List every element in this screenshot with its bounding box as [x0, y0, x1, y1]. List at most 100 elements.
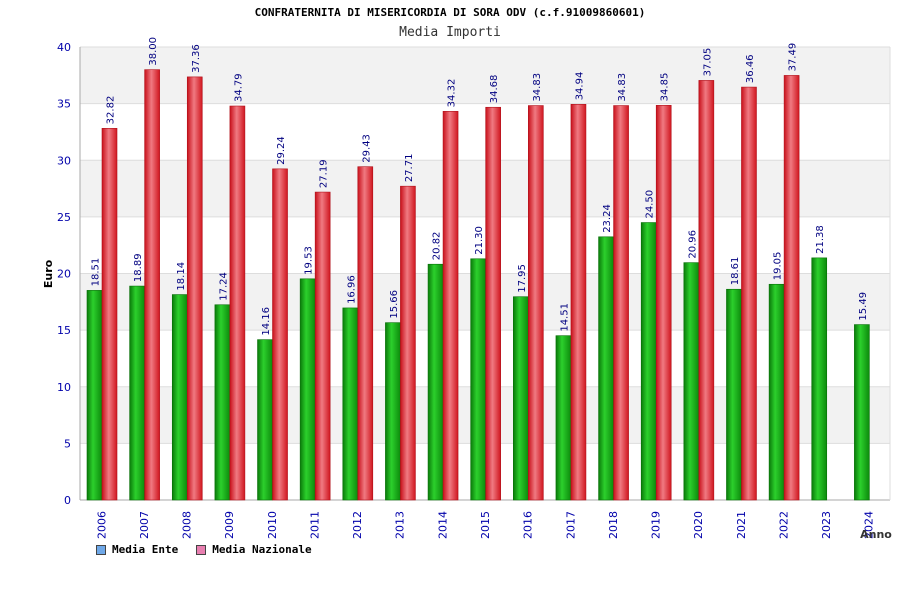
bar-media-ente[interactable] [854, 324, 870, 501]
data-label: 37.36 [191, 44, 202, 73]
x-tick-labels: 2006 2007 2008 2009 2010 2011 2012 2013 2014 2015… [95, 511, 875, 539]
bar-media-ente[interactable] [683, 262, 700, 501]
y-tick-label: 5 [64, 437, 71, 450]
bar-media-ente[interactable] [427, 263, 444, 501]
bar-media-nazionale[interactable] [357, 166, 374, 501]
data-label: 14.16 [261, 307, 272, 336]
x-tick-label: 2012 [351, 511, 364, 539]
y-tick-label: 30 [57, 154, 71, 167]
bar-media-ente[interactable] [726, 288, 742, 501]
y-tick-labels: 0 5 10 15 20 25 30 35 40 [57, 41, 71, 507]
data-label: 27.19 [319, 159, 330, 188]
data-label: 27.71 [404, 154, 415, 183]
data-label: 17.95 [517, 264, 528, 293]
data-label: 34.68 [489, 75, 500, 104]
y-tick-label: 25 [57, 211, 71, 224]
x-tick-label: 2008 [181, 511, 194, 539]
bar-media-nazionale[interactable] [314, 191, 331, 501]
data-label: 37.05 [702, 48, 713, 77]
bar-media-nazionale[interactable] [400, 185, 416, 501]
bar-media-nazionale[interactable] [783, 75, 800, 501]
x-tick-label: 2006 [95, 511, 108, 539]
x-tick-label: 2018 [607, 511, 620, 539]
data-label: 21.30 [474, 226, 485, 255]
bar-media-nazionale[interactable] [229, 105, 246, 501]
bar-media-ente[interactable] [342, 307, 359, 501]
bar-media-nazionale[interactable] [655, 105, 672, 501]
data-label: 18.14 [176, 262, 187, 291]
bar-media-ente[interactable] [129, 285, 145, 501]
bar-media-nazionale[interactable] [186, 76, 203, 501]
x-tick-label: 2009 [223, 511, 236, 539]
bar-media-ente[interactable] [385, 322, 401, 501]
x-tick-label: 2011 [308, 511, 321, 539]
data-label: 34.94 [574, 72, 585, 101]
data-labels: 18.51 18.89 18.14 17.24 14.16 19.53 16.96 15.66… [91, 37, 869, 336]
bar-media-nazionale[interactable] [698, 80, 715, 501]
bar-media-nazionale[interactable] [613, 105, 629, 501]
bar-media-nazionale[interactable] [741, 86, 757, 501]
legend-swatch-nazionale [196, 544, 207, 555]
bar-media-ente[interactable] [768, 283, 785, 501]
x-tick-label: 2024 [863, 511, 876, 539]
data-label: 34.79 [233, 73, 244, 102]
y-tick-label: 0 [64, 494, 71, 507]
data-label: 32.82 [106, 96, 117, 125]
data-label: 18.61 [730, 257, 741, 286]
legend-item-nazionale[interactable]: Media Nazionale [196, 543, 312, 556]
x-tick-label: 2014 [436, 511, 449, 539]
bar-media-ente[interactable] [811, 257, 828, 501]
data-label: 16.96 [346, 275, 357, 304]
bar-media-ente[interactable] [257, 339, 273, 501]
x-tick-label: 2010 [266, 511, 279, 539]
legend-item-ente[interactable]: Media Ente [96, 543, 178, 556]
bar-media-ente[interactable] [598, 236, 614, 501]
x-tick-label: 2021 [735, 511, 748, 539]
y-axis-label: Euro [42, 259, 55, 288]
data-label: 29.24 [276, 136, 287, 165]
bar-media-ente[interactable] [640, 222, 657, 501]
data-label: 34.32 [447, 79, 458, 108]
data-label: 36.46 [745, 54, 756, 83]
y-tick-label: 20 [57, 268, 71, 281]
data-label: 15.49 [858, 292, 869, 321]
bar-media-nazionale[interactable] [101, 128, 118, 501]
bar-media-ente[interactable] [299, 278, 316, 501]
data-label: 17.24 [218, 272, 229, 301]
bars [86, 69, 870, 501]
data-label: 21.38 [815, 225, 826, 254]
y-tick-label: 10 [57, 381, 71, 394]
data-label: 34.85 [660, 73, 671, 102]
bar-media-nazionale[interactable] [570, 104, 587, 501]
data-label: 19.05 [773, 252, 784, 281]
legend: Media Ente Media Nazionale [96, 543, 312, 556]
legend-label-nazionale: Media Nazionale [212, 543, 312, 556]
x-tick-label: 2023 [820, 511, 833, 539]
bar-media-ente[interactable] [470, 258, 486, 501]
data-label: 34.83 [617, 73, 628, 102]
bar-media-nazionale[interactable] [144, 69, 160, 501]
y-tick-label: 15 [57, 324, 71, 337]
bar-media-ente[interactable] [555, 335, 572, 501]
bar-media-ente[interactable] [86, 290, 103, 501]
data-label: 19.53 [304, 246, 315, 275]
data-label: 20.82 [432, 232, 443, 261]
bar-media-nazionale[interactable] [272, 168, 288, 501]
bar-media-ente[interactable] [214, 304, 231, 501]
x-tick-label: 2015 [479, 511, 492, 539]
bar-media-nazionale[interactable] [485, 106, 501, 501]
data-label: 18.51 [91, 258, 102, 287]
bar-media-nazionale[interactable] [442, 111, 459, 501]
x-tick-label: 2013 [394, 511, 407, 539]
bar-media-ente[interactable] [171, 294, 188, 501]
data-label: 23.24 [602, 204, 613, 233]
x-tick-label: 2017 [564, 511, 577, 539]
bar-media-ente[interactable] [513, 296, 529, 501]
data-label: 15.66 [389, 290, 400, 319]
bar-media-nazionale[interactable] [528, 105, 544, 501]
data-label: 20.96 [687, 230, 698, 259]
legend-swatch-ente [96, 544, 106, 555]
x-tick-label: 2007 [138, 511, 151, 539]
